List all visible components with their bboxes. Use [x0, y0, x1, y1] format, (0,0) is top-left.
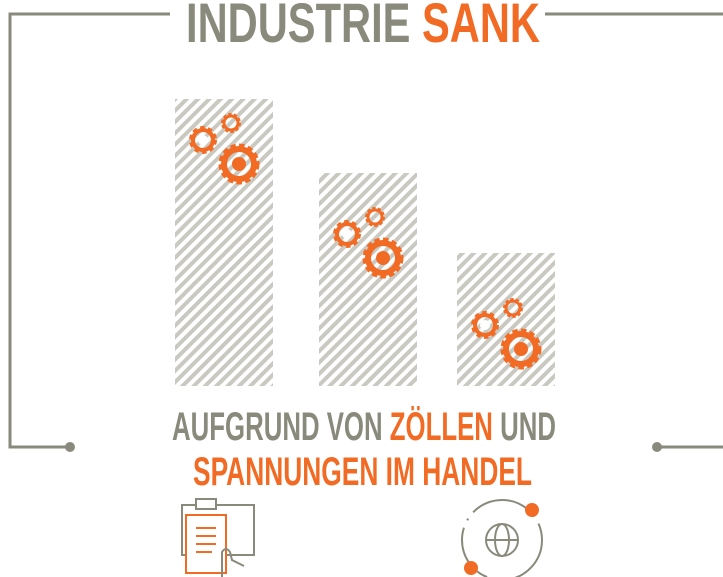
subtitle-part: UND [500, 405, 556, 449]
subtitle-line: SPANNUNGEN IM HANDEL [193, 450, 532, 494]
bar [457, 253, 555, 386]
frame-dot [652, 442, 662, 452]
bar [319, 173, 417, 386]
globe-icon [461, 499, 543, 577]
bar [175, 99, 273, 386]
title: INDUSTRIE SANK [186, 0, 540, 54]
frame-dot [65, 442, 75, 452]
title-word-accent: SANK [422, 0, 540, 54]
frame [8, 12, 723, 449]
subtitle-part: AUFGRUND VON [172, 405, 383, 449]
subtitle-accent: ZÖLLEN [390, 404, 493, 449]
title-word: INDUSTRIE [186, 0, 410, 54]
subtitle-line: AUFGRUND VON ZÖLLEN UND [172, 404, 556, 449]
clipboard-icon [181, 498, 255, 577]
